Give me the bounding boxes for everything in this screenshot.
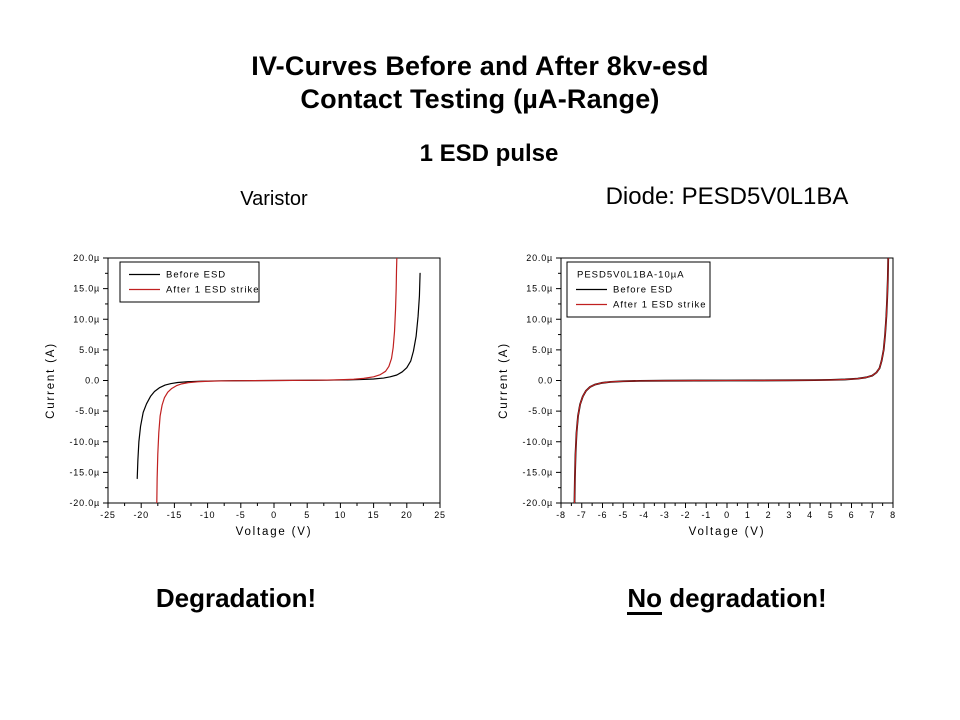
svg-text:20.0µ: 20.0µ — [526, 253, 553, 263]
svg-text:0: 0 — [724, 510, 730, 520]
svg-text:-6: -6 — [598, 510, 608, 520]
no-degradation-underlined-word: No — [627, 584, 662, 616]
svg-text:6: 6 — [849, 510, 855, 520]
svg-text:-10.0µ: -10.0µ — [523, 437, 554, 447]
svg-text:7: 7 — [869, 510, 875, 520]
legend: Before ESD After 1 ESD strike — [119, 261, 260, 303]
svg-text:-8: -8 — [556, 510, 566, 520]
svg-text:15: 15 — [368, 510, 380, 520]
svg-text:-10.0µ: -10.0µ — [70, 437, 101, 447]
x-axis-title: Voltage (V) — [689, 526, 766, 538]
slide-title-line2: Contact Testing (µA-Range) — [300, 84, 660, 114]
svg-text:10: 10 — [335, 510, 347, 520]
slide-subtitle: 1 ESD pulse — [419, 140, 559, 167]
svg-text:-10: -10 — [200, 510, 215, 520]
varistor-iv-chart: -25 -20 -15 -10 -5 0 5 10 15 20 25 -20.0µ -15.0µ -10.… — [45, 253, 446, 538]
svg-text:-20: -20 — [133, 510, 148, 520]
svg-text:15.0µ: 15.0µ — [526, 284, 553, 294]
legend: PESD5V0L1BA-10µA Before ESD After 1 ESD st… — [566, 261, 711, 318]
legend-entry-label: After 1 ESD strike — [166, 285, 260, 296]
svg-text:-15.0µ: -15.0µ — [523, 467, 554, 477]
slide-title: IV-Curves Before and After 8kv-esd Conta… — [0, 50, 960, 116]
svg-text:25: 25 — [434, 510, 446, 520]
svg-text:3: 3 — [786, 510, 792, 520]
svg-text:5: 5 — [304, 510, 310, 520]
svg-text:-20.0µ: -20.0µ — [523, 498, 554, 508]
svg-text:10.0µ: 10.0µ — [73, 314, 100, 324]
svg-text:20.0µ: 20.0µ — [73, 253, 100, 263]
series-after-1-esd-strike — [573, 258, 889, 503]
svg-text:-1: -1 — [701, 510, 711, 520]
no-degradation-rest: degradation! — [662, 583, 827, 613]
svg-text:0.0: 0.0 — [538, 376, 553, 386]
svg-text:5.0µ: 5.0µ — [79, 345, 100, 355]
legend-entry-label: Before ESD — [613, 285, 673, 296]
svg-text:0.0: 0.0 — [85, 376, 100, 386]
svg-text:-15.0µ: -15.0µ — [70, 467, 101, 477]
varistor-chart-label: Varistor — [240, 188, 308, 210]
svg-text:-25: -25 — [100, 510, 115, 520]
svg-text:8: 8 — [890, 510, 896, 520]
svg-text:-5: -5 — [618, 510, 628, 520]
svg-text:20: 20 — [401, 510, 413, 520]
svg-text:-15: -15 — [167, 510, 182, 520]
svg-text:0: 0 — [271, 510, 277, 520]
no-degradation-caption: No degradation! — [561, 583, 893, 616]
x-axis-title: Voltage (V) — [236, 526, 313, 538]
svg-text:-4: -4 — [639, 510, 649, 520]
svg-text:-5: -5 — [236, 510, 246, 520]
svg-text:-5.0µ: -5.0µ — [75, 406, 100, 416]
svg-text:1: 1 — [745, 510, 751, 520]
svg-text:5: 5 — [828, 510, 834, 520]
svg-text:10.0µ: 10.0µ — [526, 314, 553, 324]
legend-title: PESD5V0L1BA-10µA — [577, 270, 685, 281]
svg-text:5.0µ: 5.0µ — [532, 345, 553, 355]
svg-text:4: 4 — [807, 510, 813, 520]
svg-text:-2: -2 — [681, 510, 691, 520]
svg-text:-7: -7 — [577, 510, 587, 520]
series-after-1-esd-strike — [156, 258, 398, 503]
svg-text:-20.0µ: -20.0µ — [70, 498, 101, 508]
diode-iv-chart: -8 -7 -6 -5 -4 -3 -2 -1 0 1 2 3 4 5 6 7 8 -20.0µ -15.0µ -10… — [498, 253, 896, 538]
svg-text:-5.0µ: -5.0µ — [528, 406, 553, 416]
slide-title-line1: IV-Curves Before and After 8kv-esd — [251, 51, 709, 81]
diode-chart-label: Diode: PESD5V0L1BA — [605, 183, 849, 210]
svg-text:-3: -3 — [660, 510, 670, 520]
y-axis-title: Current (A) — [45, 342, 57, 419]
legend-entry-label: After 1 ESD strike — [613, 300, 707, 311]
svg-text:15.0µ: 15.0µ — [73, 284, 100, 294]
degradation-caption: Degradation! — [155, 583, 317, 613]
y-axis-title: Current (A) — [498, 342, 510, 419]
legend-entry-label: Before ESD — [166, 270, 226, 281]
svg-text:2: 2 — [766, 510, 772, 520]
